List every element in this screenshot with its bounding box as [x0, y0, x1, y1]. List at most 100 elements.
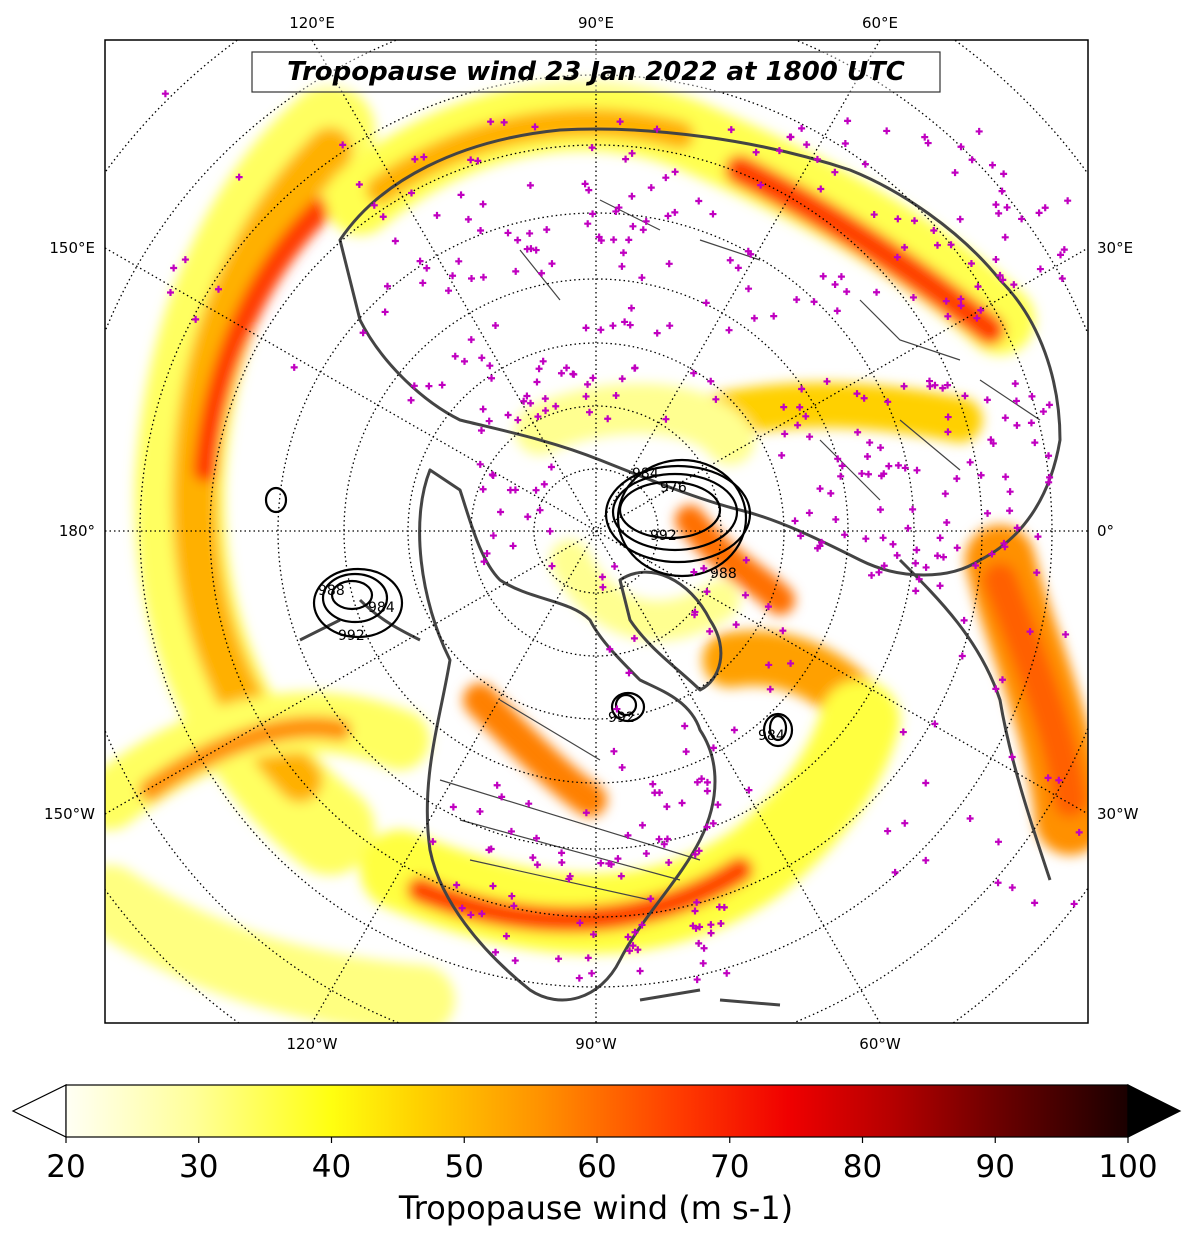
station-marker [535, 365, 543, 373]
station-marker [636, 967, 644, 975]
station-marker [523, 392, 531, 400]
station-marker [1006, 507, 1014, 515]
station-marker [558, 859, 566, 867]
lon-label-right: 0° [1097, 522, 1114, 540]
station-marker [925, 377, 933, 385]
station-marker [817, 185, 825, 193]
station-marker [621, 318, 629, 326]
station-marker [1058, 275, 1066, 283]
contour-label: 976 [660, 480, 687, 496]
station-marker [493, 781, 501, 789]
station-marker [1006, 488, 1014, 496]
station-marker [695, 939, 703, 947]
station-marker [727, 126, 735, 134]
station-marker [966, 814, 974, 822]
station-marker [1035, 209, 1043, 217]
lon-label-bottom: 60°W [859, 1035, 901, 1053]
station-marker [941, 490, 949, 498]
station-marker [524, 513, 532, 521]
station-marker [693, 898, 701, 906]
station-marker [500, 118, 508, 126]
station-marker [570, 370, 578, 378]
station-marker [1026, 628, 1034, 636]
station-marker [707, 921, 715, 929]
station-marker [161, 90, 169, 98]
station-marker [998, 187, 1006, 195]
station-marker [548, 562, 556, 570]
station-marker [745, 285, 753, 293]
station-marker [682, 748, 690, 756]
station-marker [1041, 204, 1049, 212]
station-marker [565, 875, 573, 883]
station-marker [607, 860, 615, 868]
station-marker [702, 299, 710, 307]
station-marker [943, 518, 951, 526]
station-marker [806, 433, 814, 441]
station-marker [707, 929, 715, 937]
station-marker [379, 213, 387, 221]
station-marker [994, 838, 1002, 846]
station-marker [936, 582, 944, 590]
station-marker [854, 428, 862, 436]
station-marker [611, 562, 619, 570]
station-marker [703, 823, 711, 831]
station-marker [707, 377, 715, 385]
colorbar-tick-label: 80 [843, 1149, 882, 1185]
station-marker [1034, 533, 1042, 541]
station-marker [695, 847, 703, 855]
station-marker [526, 181, 534, 189]
station-marker [764, 603, 772, 611]
station-marker [576, 919, 584, 927]
station-marker [992, 685, 1000, 693]
station-marker [479, 200, 487, 208]
colorbar-tick-label: 50 [445, 1149, 484, 1185]
station-marker [584, 954, 592, 962]
station-marker [999, 276, 1007, 284]
lon-label-top: 90°E [578, 14, 614, 32]
station-marker [974, 283, 982, 291]
map-panel: 984 976 992 988 988 984 992 992 984 [105, 40, 1088, 1023]
station-marker [532, 246, 540, 254]
station-marker [690, 369, 698, 377]
station-marker [884, 398, 892, 406]
station-marker [1031, 439, 1039, 447]
station-marker [875, 568, 883, 576]
station-marker [913, 466, 921, 474]
station-marker [453, 881, 461, 889]
station-marker [615, 204, 623, 212]
station-marker [582, 809, 590, 817]
station-marker [618, 375, 626, 383]
station-marker [546, 527, 554, 535]
station-marker [803, 141, 811, 149]
station-marker [1031, 899, 1039, 907]
station-marker [488, 374, 496, 382]
station-marker [478, 354, 486, 362]
station-marker [1028, 392, 1036, 400]
lon-label-left: 150°E [49, 239, 95, 257]
station-marker [944, 312, 952, 320]
station-marker [924, 139, 932, 147]
station-marker [619, 249, 627, 257]
station-marker [787, 659, 795, 667]
station-marker [988, 161, 996, 169]
station-marker [930, 226, 938, 234]
station-marker [968, 156, 976, 164]
station-marker [831, 280, 839, 288]
station-marker [531, 123, 539, 131]
station-marker [791, 517, 799, 525]
station-marker [455, 257, 463, 265]
station-marker [933, 241, 941, 249]
lon-label-right: 30°W [1097, 805, 1139, 823]
station-marker [832, 515, 840, 523]
station-marker [977, 471, 985, 479]
station-marker [585, 186, 593, 194]
station-marker [957, 302, 965, 310]
station-marker [614, 855, 622, 863]
station-marker [873, 288, 881, 296]
station-marker [665, 859, 673, 867]
station-marker [597, 237, 605, 245]
station-marker [589, 374, 597, 382]
station-marker [793, 296, 801, 304]
station-marker [170, 264, 178, 272]
station-marker [717, 920, 725, 928]
